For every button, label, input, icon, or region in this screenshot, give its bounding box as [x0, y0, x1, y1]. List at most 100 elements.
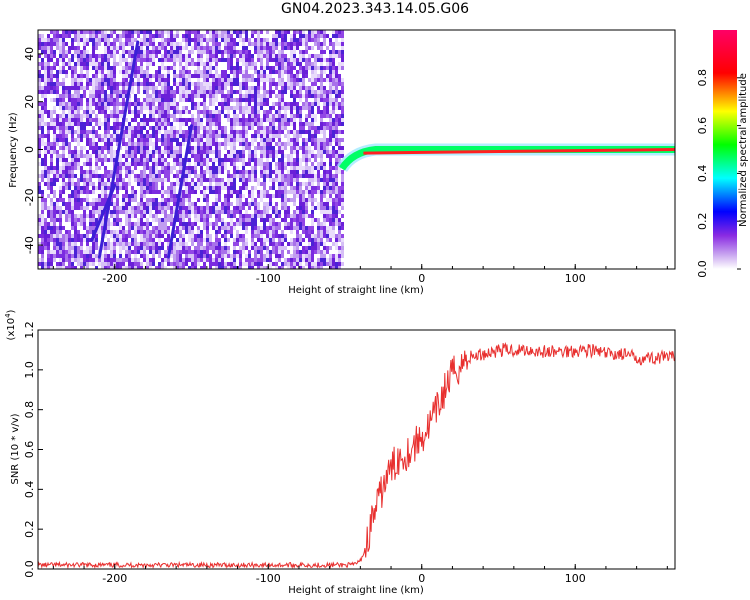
spectrogram-cell — [326, 110, 329, 114]
spectrogram-cell — [302, 174, 305, 178]
spectrogram-cell — [254, 186, 257, 190]
spectrogram-cell — [101, 266, 104, 269]
spectrogram-cell — [233, 262, 236, 269]
spectrogram-cell — [257, 182, 260, 186]
spectrogram-cell — [341, 54, 344, 62]
spectrogram-cell — [164, 110, 167, 114]
spectrogram-cell — [41, 50, 44, 54]
spectrogram-cell — [236, 170, 239, 174]
spectrogram-cell — [251, 238, 254, 242]
spectrogram-cell — [134, 38, 137, 42]
spectrogram-cell — [122, 194, 125, 198]
spectrogram-cell — [158, 122, 161, 126]
spectrogram-cell — [239, 90, 242, 94]
spectrogram-cell — [239, 190, 242, 194]
spectrogram-cell — [140, 246, 143, 250]
spectrogram-cell — [41, 178, 44, 182]
spectrogram-cell — [227, 250, 230, 254]
spectrogram-cell — [317, 46, 320, 50]
spectrogram-cell — [122, 178, 125, 182]
spectrogram-cell — [101, 146, 104, 150]
spectrogram-cell — [134, 162, 137, 170]
spectrogram-cell — [257, 110, 260, 114]
spectrogram-cell — [128, 266, 131, 269]
spectrogram-cell — [338, 254, 341, 258]
spectrogram-cell — [308, 62, 311, 66]
spectrogram-cell — [212, 262, 215, 266]
spectrogram-cell — [80, 126, 83, 130]
spectrogram-cell — [230, 130, 233, 134]
spectrogram-cell — [104, 194, 107, 198]
spectrogram-cell — [224, 114, 227, 118]
spectrogram-cell — [311, 86, 314, 90]
spectrogram-cell — [179, 46, 182, 50]
spectrogram-cell — [59, 242, 62, 250]
spectrogram-cell — [83, 210, 86, 214]
spectrogram-cell — [86, 82, 89, 86]
spectrogram-cell — [176, 74, 179, 78]
spectrogram-cell — [65, 34, 68, 38]
spectrogram-cell — [128, 50, 131, 58]
spectrogram-cell — [149, 210, 152, 218]
spectrogram-cell — [191, 154, 194, 158]
spectrogram-cell — [236, 58, 239, 62]
spectrogram-cell — [323, 246, 326, 250]
spectrogram-cell — [143, 122, 146, 126]
spectrogram-cell — [155, 46, 158, 50]
spectrogram-cell — [335, 182, 338, 186]
spectrogram-cell — [218, 250, 221, 254]
spectrogram-cell — [107, 178, 110, 182]
spectrogram-cell — [323, 142, 326, 146]
spectrogram-cell — [200, 134, 203, 138]
spectrogram-cell — [143, 146, 146, 150]
spectrogram-cell — [314, 246, 317, 250]
spectrogram-cell — [65, 214, 68, 222]
spectrogram-cell — [194, 210, 197, 214]
spectrogram-cell — [275, 118, 278, 122]
spectrogram-cell — [161, 178, 164, 182]
spectrogram-cell — [329, 126, 332, 130]
spectrogram-cell — [254, 38, 257, 42]
spectrogram-ytick-label-2: 0 — [23, 146, 36, 153]
spectrogram-cell — [107, 62, 110, 66]
spectrogram-cell — [293, 114, 296, 118]
spectrogram-cell — [269, 174, 272, 178]
spectrogram-cell — [74, 70, 77, 74]
spectrogram-cell — [128, 30, 131, 34]
spectrogram-cell — [218, 230, 221, 234]
spectrogram-cell — [53, 66, 56, 70]
spectrogram-cell — [197, 250, 200, 254]
spectrogram-cell — [125, 134, 128, 138]
spectrogram-cell — [248, 202, 251, 206]
spectrogram-cell — [236, 150, 239, 154]
spectrogram-cell — [173, 138, 176, 142]
spectrogram-cell — [62, 146, 65, 150]
spectrogram-cell — [101, 70, 104, 74]
spectrogram-cell — [182, 34, 185, 38]
spectrogram-cell — [260, 70, 263, 74]
spectrogram-cell — [215, 186, 218, 190]
spectrogram-cell — [146, 50, 149, 58]
spectrogram-cell — [218, 130, 221, 134]
spectrogram-cell — [74, 106, 77, 110]
spectrogram-cell — [77, 58, 80, 62]
spectrogram-cell — [74, 50, 77, 54]
spectrogram-cell — [299, 54, 302, 62]
spectrogram-cell — [92, 110, 95, 114]
spectrogram-cell — [242, 94, 245, 98]
spectrogram-cell — [155, 198, 158, 206]
spectrogram-cell — [110, 258, 113, 262]
spectrogram-cell — [116, 174, 119, 178]
spectrogram-cell — [341, 222, 344, 226]
spectrogram-cell — [71, 70, 74, 74]
spectrogram-cell — [272, 178, 275, 182]
spectrogram-cell — [74, 82, 77, 90]
spectrogram-cell — [326, 46, 329, 50]
spectrogram-cell — [167, 262, 170, 266]
spectrogram-cell — [152, 118, 155, 122]
spectrogram-cell — [119, 94, 122, 98]
spectrogram-cell — [236, 194, 239, 198]
spectrogram-cell — [248, 62, 251, 66]
spectrogram-cell — [269, 226, 272, 230]
spectrogram-cell — [110, 246, 113, 250]
